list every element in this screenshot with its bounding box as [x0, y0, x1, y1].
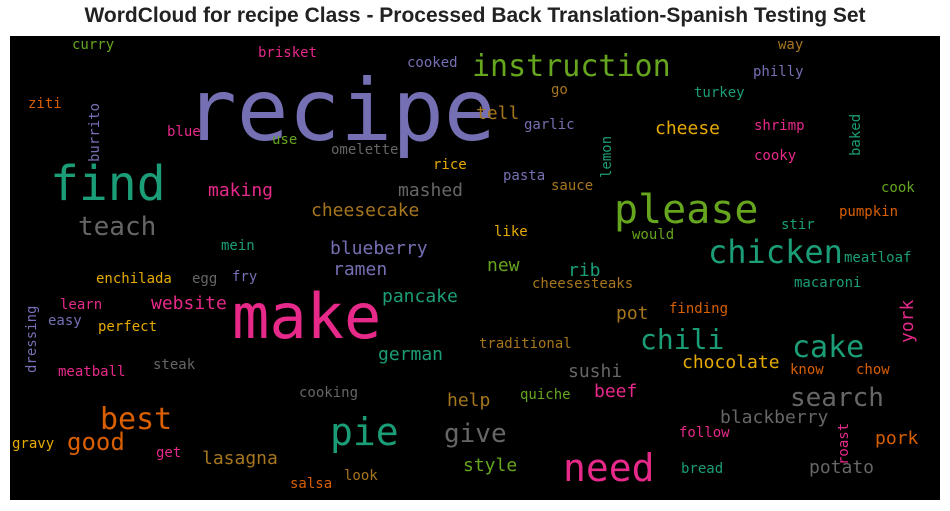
- word-mein: mein: [221, 238, 255, 254]
- word-cook: cook: [881, 180, 915, 196]
- word-sauce: sauce: [551, 178, 594, 194]
- word-german: german: [378, 344, 444, 365]
- word-sushi: sushi: [568, 361, 623, 382]
- word-search: search: [790, 383, 884, 413]
- word-lasagna: lasagna: [202, 448, 278, 469]
- word-cooked: cooked: [407, 55, 458, 71]
- word-go: go: [551, 82, 568, 98]
- word-curry: curry: [72, 37, 115, 53]
- word-new: new: [487, 255, 520, 276]
- word-shrimp: shrimp: [754, 118, 805, 134]
- word-traditional: traditional: [479, 336, 572, 352]
- word-philly: philly: [753, 64, 804, 80]
- word-brisket: brisket: [258, 45, 318, 61]
- word-instruction: instruction: [472, 49, 671, 84]
- word-garlic: garlic: [524, 117, 575, 133]
- word-perfect: perfect: [98, 319, 158, 335]
- word-chocolate: chocolate: [682, 352, 780, 373]
- word-pie: pie: [330, 410, 399, 454]
- word-salsa: salsa: [290, 476, 333, 492]
- word-quiche: quiche: [520, 387, 571, 403]
- word-good: good: [67, 428, 125, 456]
- word-like: like: [494, 224, 528, 240]
- word-rib: rib: [568, 260, 601, 281]
- word-know: know: [790, 362, 824, 378]
- word-please: please: [614, 187, 759, 233]
- word-chicken: chicken: [708, 233, 843, 271]
- word-baked: baked: [848, 113, 864, 156]
- word-beef: beef: [594, 381, 638, 402]
- word-york: york: [897, 299, 918, 343]
- word-blueberry: blueberry: [330, 238, 428, 259]
- word-pumpkin: pumpkin: [839, 204, 899, 220]
- word-give: give: [444, 419, 507, 449]
- word-cloud-canvas: recipe make find please instruction need pie ch…: [10, 36, 940, 500]
- word-need: need: [563, 446, 655, 490]
- word-potato: potato: [809, 457, 875, 478]
- word-teach: teach: [78, 212, 157, 242]
- word-best: best: [100, 402, 173, 437]
- word-tell: tell: [476, 103, 520, 124]
- word-website: website: [151, 293, 227, 314]
- word-gravy: gravy: [12, 436, 55, 452]
- word-egg: egg: [192, 271, 218, 287]
- word-cake: cake: [792, 330, 865, 365]
- word-burrito: burrito: [87, 102, 103, 162]
- word-stir: stir: [781, 217, 815, 233]
- word-dressing: dressing: [24, 305, 40, 373]
- word-blue: blue: [167, 124, 201, 140]
- word-pot: pot: [616, 303, 649, 324]
- word-macaroni: macaroni: [794, 275, 862, 291]
- word-meatball: meatball: [58, 364, 126, 380]
- word-cheesesteaks: cheesesteaks: [532, 276, 634, 292]
- word-cheesecake: cheesecake: [311, 200, 420, 221]
- word-learn: learn: [60, 297, 103, 313]
- word-pork: pork: [875, 428, 919, 449]
- word-easy: easy: [48, 313, 82, 329]
- word-making: making: [208, 180, 274, 201]
- word-way: way: [778, 37, 804, 53]
- word-lemon: lemon: [599, 135, 615, 178]
- word-cheese: cheese: [655, 118, 721, 139]
- word-roast: roast: [836, 422, 852, 465]
- word-ramen: ramen: [333, 259, 388, 280]
- word-meatloaf: meatloaf: [844, 250, 912, 266]
- word-blackberry: blackberry: [720, 407, 829, 428]
- word-cooking: cooking: [299, 385, 359, 401]
- word-enchilada: enchilada: [96, 271, 172, 287]
- word-pancake: pancake: [382, 286, 458, 307]
- word-help: help: [447, 390, 491, 411]
- word-find: find: [50, 156, 166, 212]
- word-follow: follow: [679, 425, 730, 441]
- word-make: make: [232, 280, 382, 353]
- word-get: get: [156, 445, 182, 461]
- word-fry: fry: [232, 269, 258, 285]
- word-style: style: [463, 455, 518, 476]
- word-steak: steak: [153, 357, 196, 373]
- word-recipe: recipe: [185, 61, 496, 161]
- word-cooky: cooky: [754, 148, 797, 164]
- word-look: look: [344, 468, 378, 484]
- word-pasta: pasta: [503, 168, 546, 184]
- word-chow: chow: [856, 362, 890, 378]
- word-mashed: mashed: [398, 180, 464, 201]
- word-turkey: turkey: [694, 85, 745, 101]
- word-use: use: [272, 132, 298, 148]
- word-ziti: ziti: [28, 96, 62, 112]
- word-finding: finding: [669, 301, 729, 317]
- word-would: would: [632, 227, 675, 243]
- chart-title: WordCloud for recipe Class - Processed B…: [84, 4, 866, 27]
- word-bread: bread: [681, 461, 724, 477]
- word-omelette: omelette: [331, 142, 399, 158]
- word-chili: chili: [640, 323, 725, 356]
- word-rice: rice: [433, 157, 467, 173]
